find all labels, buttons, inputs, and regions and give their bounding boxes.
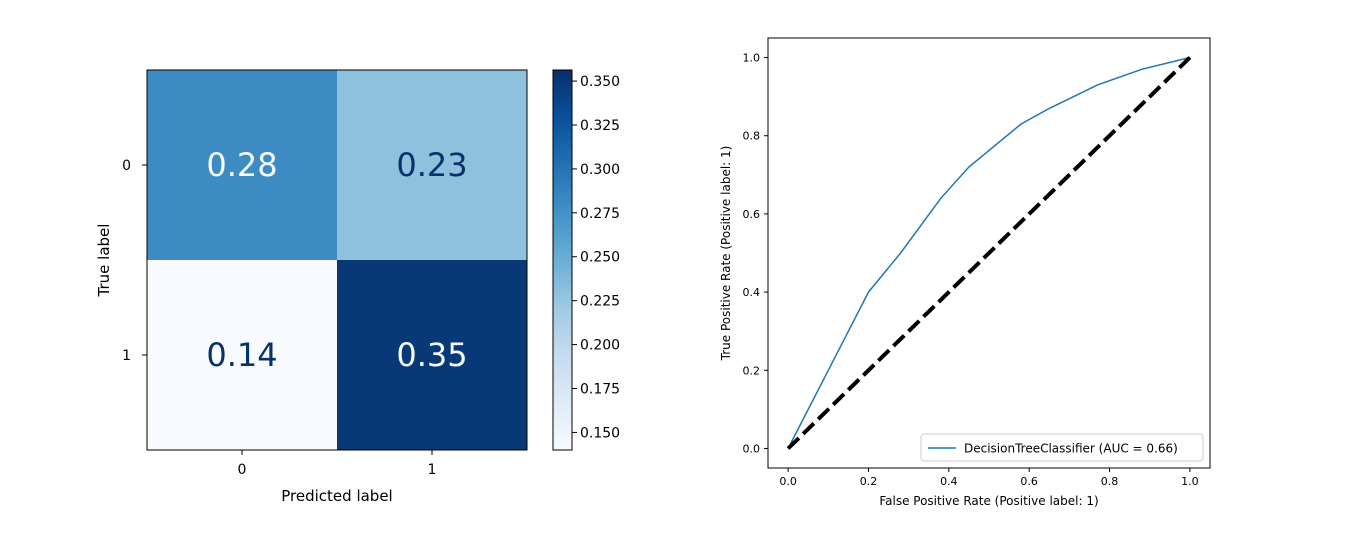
colorbar-gradient — [552, 69, 573, 451]
confusion-matrix-cell — [147, 260, 337, 450]
colorbar-tick-label: 0.200 — [580, 338, 620, 354]
roc-x-tick-label: 0.4 — [940, 475, 958, 488]
roc-series — [786, 56, 1192, 450]
roc-y-tick-label: 0.8 — [743, 130, 761, 143]
roc-x-tick-label: 1.0 — [1181, 475, 1199, 488]
confusion-matrix-annotations: 0.28 0.23 0.14 0.35 — [206, 146, 467, 374]
confusion-matrix-xlabel: Predicted label — [281, 487, 392, 505]
colorbar-tick-label: 0.225 — [580, 294, 620, 310]
confusion-matrix-cell-label: 0.14 — [206, 336, 277, 374]
roc-x-tick-label: 0.8 — [1101, 475, 1119, 488]
roc-legend: DecisionTreeClassifier (AUC = 0.66) — [920, 433, 1204, 462]
colorbar-tick-label: 0.325 — [580, 118, 620, 134]
roc-legend-box — [920, 433, 1204, 462]
confusion-matrix-cell-label: 0.28 — [206, 146, 277, 184]
confusion-matrix-y-ticks: 01 — [122, 158, 147, 364]
roc-y-ticks: 0.0 0.2 0.4 0.6 0.8 1.0 — [743, 52, 768, 455]
colorbar-tick-label: 0.250 — [580, 250, 620, 266]
confusion-matrix-x-tick-label: 0 — [238, 462, 247, 478]
chance-diagonal-line — [786, 56, 1192, 450]
roc-x-tick-label: 0.6 — [1020, 475, 1038, 488]
colorbar-ticks: 0.150 0.175 0.200 0.225 0.250 0.275 0.300 0.325… — [572, 74, 620, 441]
colorbar-tick-label: 0.175 — [580, 382, 620, 398]
roc-x-tick-label: 0.2 — [860, 475, 878, 488]
roc-curve-line — [787, 56, 1191, 449]
roc-legend-label: DecisionTreeClassifier (AUC = 0.66) — [964, 442, 1178, 456]
confusion-matrix-y-tick-label: 1 — [122, 348, 131, 364]
confusion-matrix-cells — [147, 70, 527, 450]
confusion-matrix-y-tick-label: 0 — [122, 158, 131, 174]
confusion-matrix-cell — [337, 260, 527, 450]
confusion-matrix-cell — [337, 70, 527, 260]
roc-xlabel: False Positive Rate (Positive label: 1) — [879, 494, 1098, 508]
roc-chart: 0.0 0.2 0.4 0.6 0.8 1.0 0.0 0.2 0.4 0.6 0.8 1.0 Fa… — [719, 37, 1211, 508]
colorbar-tick-label: 0.300 — [580, 162, 620, 178]
confusion-matrix-frame — [146, 69, 528, 451]
confusion-matrix-cell-label: 0.35 — [396, 336, 467, 374]
roc-x-tick-label: 0.0 — [779, 475, 797, 488]
colorbar: 0.150 0.175 0.200 0.225 0.250 0.275 0.300 0.325… — [552, 69, 620, 451]
roc-y-tick-label: 0.4 — [743, 286, 761, 299]
roc-ylabel: True Positive Rate (Positive label: 1) — [719, 146, 733, 362]
confusion-matrix-cell-label: 0.23 — [396, 146, 467, 184]
colorbar-tick-label: 0.150 — [580, 425, 620, 441]
roc-axes-frame — [767, 37, 1211, 469]
confusion-matrix-cell — [147, 70, 337, 260]
roc-y-tick-label: 1.0 — [743, 52, 761, 65]
roc-y-tick-label: 0.2 — [743, 364, 761, 377]
confusion-matrix-ylabel: True label — [95, 224, 113, 298]
roc-y-tick-label: 0.6 — [743, 208, 761, 221]
roc-y-tick-label: 0.0 — [743, 442, 761, 455]
roc-x-ticks: 0.0 0.2 0.4 0.6 0.8 1.0 — [779, 468, 1199, 488]
confusion-matrix-x-tick-label: 1 — [428, 462, 437, 478]
colorbar-tick-label: 0.350 — [580, 74, 620, 90]
colorbar-tick-label: 0.275 — [580, 206, 620, 222]
